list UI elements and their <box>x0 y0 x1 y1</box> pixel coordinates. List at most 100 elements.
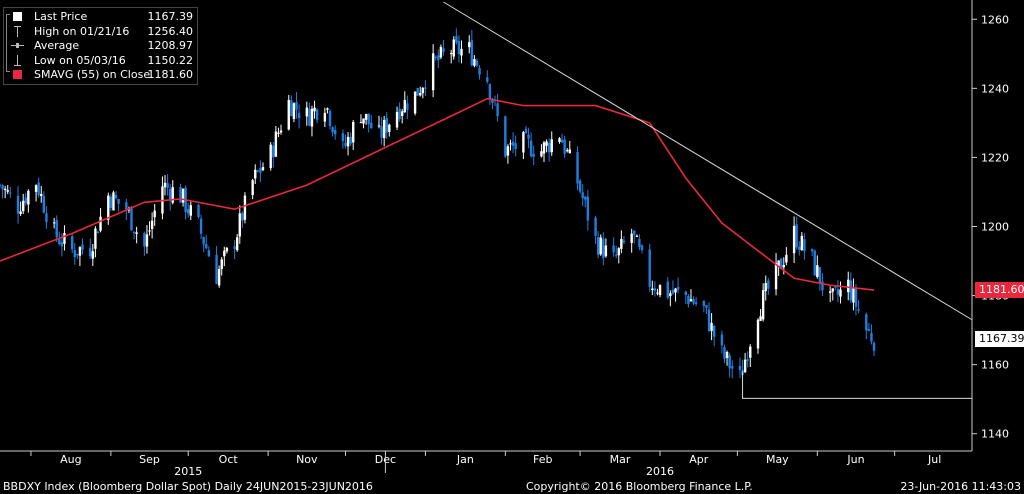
sma-line <box>0 97 875 291</box>
candle-body <box>558 138 561 142</box>
candle-body <box>431 53 435 91</box>
x-tick-label: Apr <box>689 453 709 466</box>
candle-body <box>380 126 383 138</box>
candle-body <box>622 240 626 243</box>
candle-body <box>813 250 816 276</box>
candle-body <box>780 258 783 270</box>
x-tick-label: Jan <box>456 453 474 466</box>
candle-body <box>676 286 680 290</box>
candle-body <box>24 197 27 204</box>
candle-body <box>310 108 314 127</box>
y-ticks: 1140116011801200122012401260 <box>972 13 1009 441</box>
candle-body <box>594 217 597 237</box>
candle-body <box>617 248 620 256</box>
price-chart: 1140116011801200122012401260 AugSepOctNo… <box>0 0 1009 478</box>
candle-body <box>749 346 752 358</box>
legend-value: 1150.22 <box>147 53 194 67</box>
candle-body <box>0 184 2 186</box>
candle-body <box>27 190 30 205</box>
candle-body <box>331 127 334 133</box>
candle-body <box>341 133 345 142</box>
candle-body <box>403 99 406 113</box>
footer-source: BBDXY Index (Bloomberg Dollar Spot) Dail… <box>3 480 373 493</box>
candle-body <box>694 302 698 305</box>
candle-body <box>651 288 654 290</box>
candle-body <box>241 212 244 221</box>
candle-body <box>725 351 729 358</box>
candle-body <box>839 289 842 297</box>
candle-body <box>865 314 868 331</box>
candle-body <box>315 109 319 120</box>
candle-body <box>506 146 510 156</box>
candle-body <box>308 108 311 126</box>
candle-body <box>305 107 309 117</box>
legend-value: 1256.40 <box>147 24 194 38</box>
candle-body <box>256 170 260 172</box>
candle-body <box>187 209 190 214</box>
candle-body <box>522 132 525 153</box>
candle-body <box>439 46 443 58</box>
x-tick-label: Jun <box>846 453 864 466</box>
candle-body <box>671 289 675 294</box>
year-label: 2015 <box>174 465 202 478</box>
candle-body <box>674 288 677 293</box>
candle-body <box>816 265 819 278</box>
legend-box: Last Price 1167.39 High on 01/21/16 1256.40… <box>3 7 198 85</box>
candle-body <box>584 196 587 200</box>
y-tick-label: 1220 <box>981 151 1009 164</box>
candle-body <box>434 56 437 58</box>
candle-body <box>452 39 455 57</box>
candle-body <box>385 117 388 133</box>
candle-body <box>723 347 726 359</box>
candle-body <box>127 209 131 211</box>
candle-body <box>759 316 762 321</box>
candle-body <box>640 245 644 251</box>
candle-body <box>107 195 110 220</box>
candle-body <box>58 239 61 245</box>
candle-body <box>449 53 453 55</box>
candle-body <box>731 366 734 369</box>
candle-body <box>460 48 463 56</box>
candle-body <box>223 250 226 257</box>
candle-body <box>529 140 533 157</box>
candle-body <box>656 292 659 294</box>
candle-body <box>658 284 662 296</box>
candle-body <box>60 242 64 247</box>
candle-body <box>9 192 12 194</box>
legend-row-last: Last Price 1167.39 <box>4 10 197 24</box>
red-square-icon <box>10 68 30 82</box>
candle-body <box>202 237 205 245</box>
candle-body <box>821 281 824 291</box>
candle-body <box>70 236 74 250</box>
candle-body <box>491 98 494 103</box>
candle-body <box>442 48 445 53</box>
candle-body <box>475 60 479 66</box>
candle-body <box>326 108 329 110</box>
candle-body <box>545 141 548 146</box>
candle-body <box>16 195 20 214</box>
candle-body <box>166 183 169 188</box>
candle-body <box>633 230 636 235</box>
candle-body <box>756 319 760 349</box>
candle-body <box>233 246 236 250</box>
candle-body <box>261 167 265 171</box>
candle-body <box>854 287 858 307</box>
candle-body <box>707 309 711 331</box>
year-label: 2016 <box>646 465 674 478</box>
candle-body <box>290 100 293 117</box>
candle-body <box>416 88 419 96</box>
candle-body <box>292 103 296 119</box>
candle-body <box>620 238 623 249</box>
legend-label: Average <box>34 39 80 52</box>
candle-body <box>52 222 56 224</box>
candle-body <box>362 118 365 124</box>
candle-body <box>63 232 66 244</box>
x-tick-label: Sep <box>139 453 160 466</box>
candle-body <box>109 196 113 208</box>
legend-row-avg: Average 1208.97 <box>4 39 197 53</box>
candle-body <box>514 143 517 150</box>
candle-body <box>114 195 118 199</box>
candle-body <box>274 131 278 157</box>
candle-body <box>720 334 724 346</box>
candle-body <box>238 213 241 237</box>
